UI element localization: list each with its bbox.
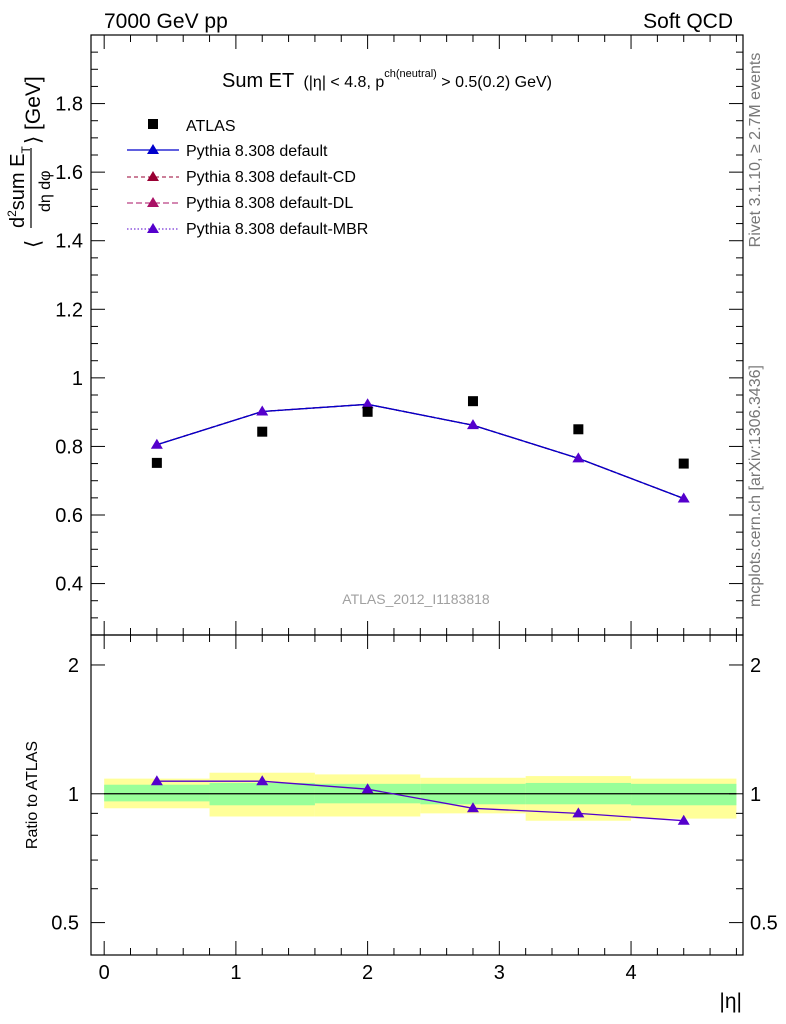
pythia-marker	[572, 452, 585, 463]
y-label-numerator: d2sum ET	[5, 146, 33, 229]
legend-pythia-default-mbr-marker	[147, 223, 159, 233]
legend-item-pythia-default: Pythia 8.308 default	[127, 143, 328, 160]
y-label-numerator-subscript: T	[19, 146, 33, 154]
y-label-numerator-d: d	[7, 217, 29, 228]
ratio-uncertainty-bands	[104, 772, 737, 821]
pythia-default-cd-line	[156, 403, 684, 500]
main-y-tick-label: 1.8	[55, 94, 83, 116]
legend-pythia-default-label: Pythia 8.308 default	[186, 143, 328, 160]
ratio-inner-band	[104, 784, 210, 802]
y-label-numerator-sum: sum E	[7, 154, 29, 211]
ratio-pythia-marker	[466, 802, 479, 813]
main-y-tick-label: 1.2	[55, 299, 83, 321]
ratio-x-axis: 0 1 2 3 4	[99, 635, 737, 984]
legend: ATLAS Pythia 8.308 default Pythia 8.308 …	[127, 118, 368, 238]
y-label-open-bracket: ⟨	[22, 240, 45, 248]
pythia-marker	[256, 405, 269, 416]
main-y-axis-label: ⟨ d2sum ET dη dφ ⟩ [GeV]	[5, 76, 54, 248]
pythia-marker	[150, 438, 163, 449]
legend-pythia-default-dl-label: Pythia 8.308 default-DL	[186, 195, 353, 212]
main-data-layer	[150, 396, 690, 503]
ratio-panel-frame	[90, 634, 744, 956]
ratio-y-tick-label-right: 2	[750, 655, 761, 677]
legend-item-atlas: ATLAS	[148, 118, 236, 135]
ratio-y-axis: 0.5 0.5 1 1 2 2	[51, 655, 778, 935]
ratio-pythia-marker	[677, 814, 690, 825]
analysis-watermark: ATLAS_2012_I1183818	[342, 591, 490, 607]
chart-title-main: Sum ET	[222, 70, 294, 92]
pythia-marker	[466, 419, 479, 430]
legend-pythia-default-dl-marker	[147, 197, 159, 207]
pythia-default-line	[156, 403, 684, 500]
atlas-data-point	[362, 406, 373, 417]
legend-atlas-marker	[148, 119, 158, 129]
ratio-y-tick-label-left: 2	[68, 655, 79, 677]
ratio-y-tick-label-right: 0.5	[750, 913, 778, 935]
pythia-default-mbr-line	[156, 403, 684, 500]
main-y-tick-label: 0.6	[55, 505, 83, 527]
x-axis-label: |η|	[719, 990, 742, 1013]
chart-title-cuts: (|η| < 4.8, p	[303, 74, 384, 91]
main-y-tick-label: 1.4	[55, 231, 83, 253]
chart-title-cuts-superscript: ch(neutral)	[384, 68, 437, 80]
main-y-tick-label: 0.4	[55, 574, 83, 596]
ratio-pythia-marker	[572, 807, 585, 818]
main-x-ticks	[103, 35, 737, 635]
legend-pythia-default-marker	[147, 144, 159, 154]
y-label-numerator-power: 2	[5, 210, 19, 217]
ratio-y-tick-label-left: 0.5	[51, 913, 79, 935]
atlas-data-point	[151, 457, 162, 468]
main-panel: 0.4 0.6 0.8 1 1.2 1.4 1.6 1.8 Sum ET (|η| < 4.8…	[5, 34, 744, 636]
ratio-panel: 0.5 0.5 1 1 2 2 0 1 2 3 4 Ratio to ATLAS |η|	[24, 634, 778, 1013]
pythia-default-dl-line	[156, 403, 684, 500]
x-tick-label: 0	[99, 962, 110, 984]
pythia-marker	[361, 398, 374, 409]
main-y-tick-label: 1	[72, 368, 83, 390]
main-y-tick-label: 1.6	[55, 162, 83, 184]
y-label-close-bracket: ⟩ [GeV]	[22, 76, 45, 144]
ratio-y-axis-label: Ratio to ATLAS	[24, 741, 41, 849]
header-energy-label: 7000 GeV pp	[104, 10, 228, 33]
ratio-y-tick-label-right: 1	[750, 784, 761, 806]
chart-title: Sum ET (|η| < 4.8, pch(neutral) > 0.5(0.…	[222, 68, 552, 92]
legend-item-pythia-default-dl: Pythia 8.308 default-DL	[127, 195, 353, 212]
rivet-version-label: Rivet 3.1.10, ≥ 2.7M events	[747, 53, 764, 248]
x-tick-label: 4	[625, 962, 636, 984]
atlas-data-point	[678, 458, 689, 469]
x-tick-label: 3	[494, 962, 505, 984]
header-process-label: Soft QCD	[643, 10, 733, 33]
ratio-y-tick-label-left: 1	[68, 784, 79, 806]
x-tick-label: 1	[230, 962, 241, 984]
legend-item-pythia-default-mbr: Pythia 8.308 default-MBR	[127, 221, 368, 238]
ratio-pythia-marker	[256, 775, 269, 786]
main-y-axis: 0.4 0.6 0.8 1 1.2 1.4 1.6 1.8	[55, 34, 743, 636]
ratio-data-layer	[150, 775, 690, 825]
mcplots-reference-label: mcplots.cern.ch [arXiv:1306.3436]	[747, 365, 764, 607]
legend-atlas-label: ATLAS	[186, 118, 236, 135]
ratio-pythia-line	[156, 780, 684, 822]
atlas-data-point	[257, 426, 268, 437]
ratio-pythia-marker	[150, 775, 163, 786]
legend-item-pythia-default-cd: Pythia 8.308 default-CD	[127, 169, 356, 186]
atlas-data-point	[573, 424, 584, 435]
y-label-denominator: dη dφ	[37, 170, 54, 212]
chart-title-cuts-tail: > 0.5(0.2) GeV)	[437, 74, 552, 91]
main-y-tick-label: 0.8	[55, 436, 83, 458]
atlas-data-point	[467, 396, 478, 407]
legend-pythia-default-mbr-label: Pythia 8.308 default-MBR	[186, 221, 368, 238]
ratio-pythia-marker	[361, 783, 374, 794]
legend-pythia-default-cd-marker	[147, 171, 159, 181]
pythia-marker	[677, 492, 690, 503]
ratio-inner-band	[631, 783, 737, 806]
x-tick-label: 2	[362, 962, 373, 984]
legend-pythia-default-cd-label: Pythia 8.308 default-CD	[186, 169, 356, 186]
